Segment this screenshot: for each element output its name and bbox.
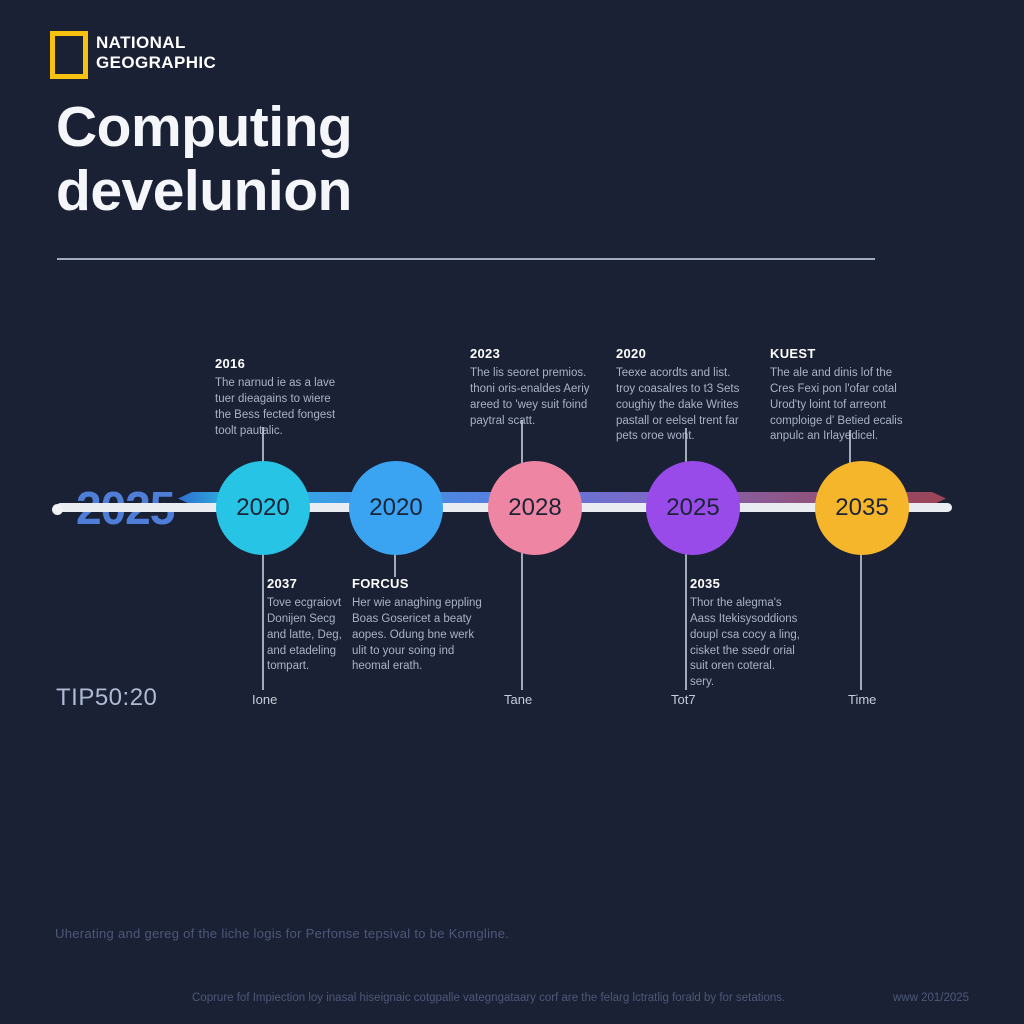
node-year-label: 2020 [236, 494, 290, 521]
page-title-line-1: Computing [56, 95, 353, 159]
annotation-heading: 2020 [616, 346, 647, 361]
connector-line [394, 553, 396, 577]
node-year-label: 2035 [835, 494, 889, 521]
annotation-top-4: KUEST The ale and dinis lof the Cres Fex… [770, 346, 945, 445]
connector-line [262, 553, 264, 690]
timeline-node-2028-pink: 2028 [488, 461, 582, 555]
timeline-node-2020-cyan: 2020 [216, 461, 310, 555]
axis-tick-label-2: Tane [504, 692, 533, 707]
axis-label-left: TIP50:20 [56, 684, 158, 711]
annotation-body: Thor the alegma's Aass Itekisysoddions d… [690, 597, 800, 689]
annotation-bottom-1: 2037 Tove ecgraiovt Donijen Secg and lat… [267, 576, 397, 675]
annotation-heading: FORCUS [352, 576, 409, 591]
annotation-top-1: 2016 The narnud ie as a lave tuer dieaga… [215, 356, 385, 439]
annotation-body: The lis seoret premios. thoni oris-enald… [470, 367, 590, 427]
annotation-heading: KUEST [770, 346, 816, 361]
node-year-label: 2020 [369, 494, 423, 521]
annotation-top-2: 2023 The lis seoret premios. thoni oris-… [470, 346, 645, 429]
timeline-node-2020-blue: 2020 [349, 461, 443, 555]
footnote: Uherating and gereg of the liche logis f… [55, 926, 510, 941]
annotation-body: The ale and dinis lof the Cres Fexi pon … [770, 367, 903, 443]
annotation-bottom-2: FORCUS Her wie anaghing eppling Boas Gos… [352, 576, 537, 675]
timeline-start-dot [52, 504, 63, 515]
connector-line [685, 553, 687, 690]
axis-tick-label-1: Ione [252, 692, 278, 707]
national-geographic-logo [50, 31, 88, 79]
annotation-heading: 2035 [690, 576, 721, 591]
timeline-node-2035-yellow: 2035 [815, 461, 909, 555]
node-year-label: 2025 [666, 494, 720, 521]
annotation-heading: 2016 [215, 356, 246, 371]
connector-line [521, 553, 523, 690]
annotation-body: Her wie anaghing eppling Boas Gosericet … [352, 597, 482, 673]
axis-tick-label-3: Tot7 [671, 692, 696, 707]
page-title-line-2: develunion [56, 158, 352, 223]
node-year-label: 2028 [508, 494, 562, 521]
footer-caption: Coprure fof Impiection loy inasal hiseig… [192, 992, 786, 1004]
annotation-body: The narnud ie as a lave tuer dieagains t… [215, 377, 336, 437]
brand-name: NATIONAL GEOGRAPHIC [96, 33, 216, 73]
annotation-body: Teexe acordts and list. troy coasalres t… [616, 367, 740, 443]
brand-line-1: NATIONAL [96, 33, 186, 52]
annotation-bottom-3: 2035 Thor the alegma's Aass Itekisysoddi… [690, 576, 865, 691]
connector-line [860, 553, 862, 690]
connector-line [262, 427, 264, 463]
annotation-heading: 2037 [267, 576, 298, 591]
page-title: Computing develunion [56, 95, 353, 224]
brand-line-2: GEOGRAPHIC [96, 53, 217, 73]
footer-website: www 201/2025 [893, 992, 970, 1004]
annotation-body: Tove ecgraiovt Donijen Secg and latte, D… [267, 597, 342, 673]
timeline-node-2025-purple: 2025 [646, 461, 740, 555]
annotation-heading: 2023 [470, 346, 501, 361]
title-divider [57, 258, 875, 260]
connector-line [849, 430, 851, 463]
connector-line [685, 428, 687, 463]
annotation-top-3: 2020 Teexe acordts and list. troy coasal… [616, 346, 791, 445]
connector-line [521, 420, 523, 463]
axis-tick-label-4: Time [848, 692, 877, 707]
